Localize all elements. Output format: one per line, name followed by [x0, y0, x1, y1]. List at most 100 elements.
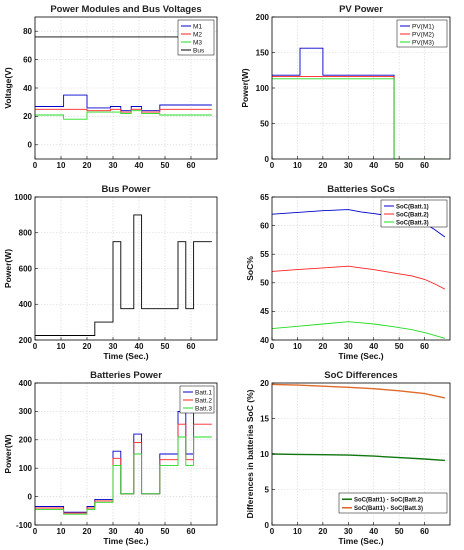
chart-title: Batteries Power	[90, 370, 162, 381]
x-tick-label: 60	[420, 161, 429, 170]
y-tick-label: 400	[19, 379, 33, 388]
y-tick-label: 45	[260, 307, 269, 316]
legend-label: SoC(Batt.2)	[396, 212, 429, 218]
y-tick-label: 50	[260, 119, 269, 128]
x-tick-label: 60	[187, 342, 196, 351]
axes-frame	[271, 196, 451, 341]
legend-label: PV(M2)	[412, 31, 434, 38]
y-tick-label: 200	[19, 336, 33, 345]
x-tick-label: 0	[270, 161, 275, 170]
y-tick-label: 40	[260, 336, 269, 345]
legend: SoC(Batt1) - SoC(Batt.2) SoC(Batt1) - SoC…	[338, 492, 448, 514]
y-tick-label: 800	[19, 229, 33, 238]
y-tick-label: -100	[16, 521, 33, 530]
chart-2: 0 10 20 30 40 50 60 0 50 100 150 200 PV Power Power(W…	[240, 4, 451, 170]
x-tick-label: 30	[344, 161, 353, 170]
x-tick-label: 20	[83, 161, 92, 170]
y-tick-label: 0	[265, 521, 270, 530]
x-tick-label: 0	[33, 527, 38, 536]
x-tick-label: 60	[420, 527, 429, 536]
x-tick-label: 0	[33, 342, 38, 351]
chart-3: 0 10 20 30 40 50 60 200 400 600 800 1000 Bus Power Ti…	[3, 184, 218, 361]
y-tick-label: 15	[260, 414, 269, 423]
y-axis-label: Differences in batteries SoC (%)	[245, 389, 255, 518]
y-tick-label: 200	[19, 436, 33, 445]
chart-6: 0 10 20 30 40 50 60 0 5 10 15 20 SoC Differences Time…	[245, 370, 451, 546]
x-tick-label: 0	[270, 342, 275, 351]
y-tick-label: 20	[260, 379, 269, 388]
y-axis-label: SoC%	[245, 256, 255, 281]
series-group	[35, 410, 212, 515]
x-tick-label: 10	[57, 527, 66, 536]
series-group	[272, 47, 445, 159]
x-tick-label: 10	[293, 527, 302, 536]
legend: SoC(Batt.1) SoC(Batt.2) SoC(Batt.3)	[380, 199, 448, 228]
x-tick-label: 40	[369, 342, 378, 351]
x-tick-label: 50	[395, 527, 404, 536]
series-group	[272, 209, 446, 339]
chart-1: 0 10 20 30 40 50 60 0 20 40 60 80 Power Modules and …	[3, 4, 218, 170]
series-group	[272, 383, 446, 462]
y-tick-label: 80	[23, 27, 32, 36]
series-line-pv-m3-	[272, 78, 445, 159]
legend-label: SoC(Batt.3)	[396, 220, 429, 226]
axes-frame	[34, 382, 218, 526]
x-tick-label: 50	[395, 342, 404, 351]
legend-label: Batt.2	[195, 397, 212, 404]
legend-label: M1	[193, 23, 202, 30]
x-tick-label: 30	[109, 161, 118, 170]
x-tick-label: 10	[57, 161, 66, 170]
legend-label: SoC(Batt1) - SoC(Batt.2)	[354, 498, 423, 504]
x-tick-label: 50	[161, 342, 170, 351]
series-line-soc-batt-2-	[272, 265, 446, 290]
y-tick-label: 50	[260, 279, 269, 288]
legend: PV(M1)PV(M2)PV(M3)	[396, 19, 448, 48]
chart-title: Bus Power	[101, 184, 150, 195]
y-tick-label: 5	[265, 485, 270, 494]
y-tick-label: 0	[265, 155, 270, 164]
y-axis-label: Power(W)	[3, 249, 13, 288]
x-tick-label: 30	[344, 527, 353, 536]
chart-5: 0 10 20 30 40 50 60-1000100200300400Batteries …	[3, 370, 218, 546]
y-tick-label: 0	[28, 492, 33, 501]
series-line-soc-batt-3-	[272, 321, 446, 339]
x-tick-label: 40	[369, 161, 378, 170]
y-axis-label: Power(W)	[240, 68, 250, 107]
x-tick-label: 20	[318, 527, 327, 536]
x-tick-label: 60	[187, 527, 196, 536]
x-tick-label: 40	[135, 161, 144, 170]
y-tick-label: 1000	[14, 193, 32, 202]
x-tick-label: 50	[161, 161, 170, 170]
legend-box	[338, 492, 448, 514]
y-tick-label: 60	[260, 221, 269, 230]
x-axis-label: Time (Sec.)	[103, 351, 148, 361]
x-tick-label: 30	[109, 527, 118, 536]
series-line-m3	[35, 110, 212, 120]
x-tick-label: 10	[293, 342, 302, 351]
x-tick-label: 40	[135, 527, 144, 536]
series-line-m1	[35, 94, 212, 112]
legend-label: SoC(Batt.1)	[396, 204, 429, 210]
y-tick-label: 60	[23, 55, 32, 64]
chart-4: 0 10 20 30 40 50 60 40 45 50 55 60 65 Batteries SoCs T…	[245, 184, 451, 361]
x-axis-label: Time (Sec.)	[338, 536, 383, 546]
y-axis-label: Power(W)	[3, 434, 13, 473]
x-tick-label: 20	[83, 527, 92, 536]
legend-label: SoC(Batt1) - SoC(Batt.3)	[354, 506, 423, 512]
series-line-pv-m1-	[272, 47, 445, 159]
series-line-soc-batt1-soc-batt-3-	[272, 383, 446, 399]
x-tick-label: 10	[57, 342, 66, 351]
x-tick-label: 30	[344, 342, 353, 351]
chart-title: Batteries SoCs	[327, 184, 395, 195]
series-line-bus-power	[35, 214, 212, 336]
chart-title: SoC Differences	[324, 370, 397, 381]
y-tick-label: 10	[260, 450, 269, 459]
x-tick-label: 30	[109, 342, 118, 351]
x-tick-label: 0	[270, 527, 275, 536]
legend-label: Batt.3	[195, 405, 212, 412]
y-tick-label: 55	[260, 250, 269, 259]
x-tick-label: 40	[369, 527, 378, 536]
